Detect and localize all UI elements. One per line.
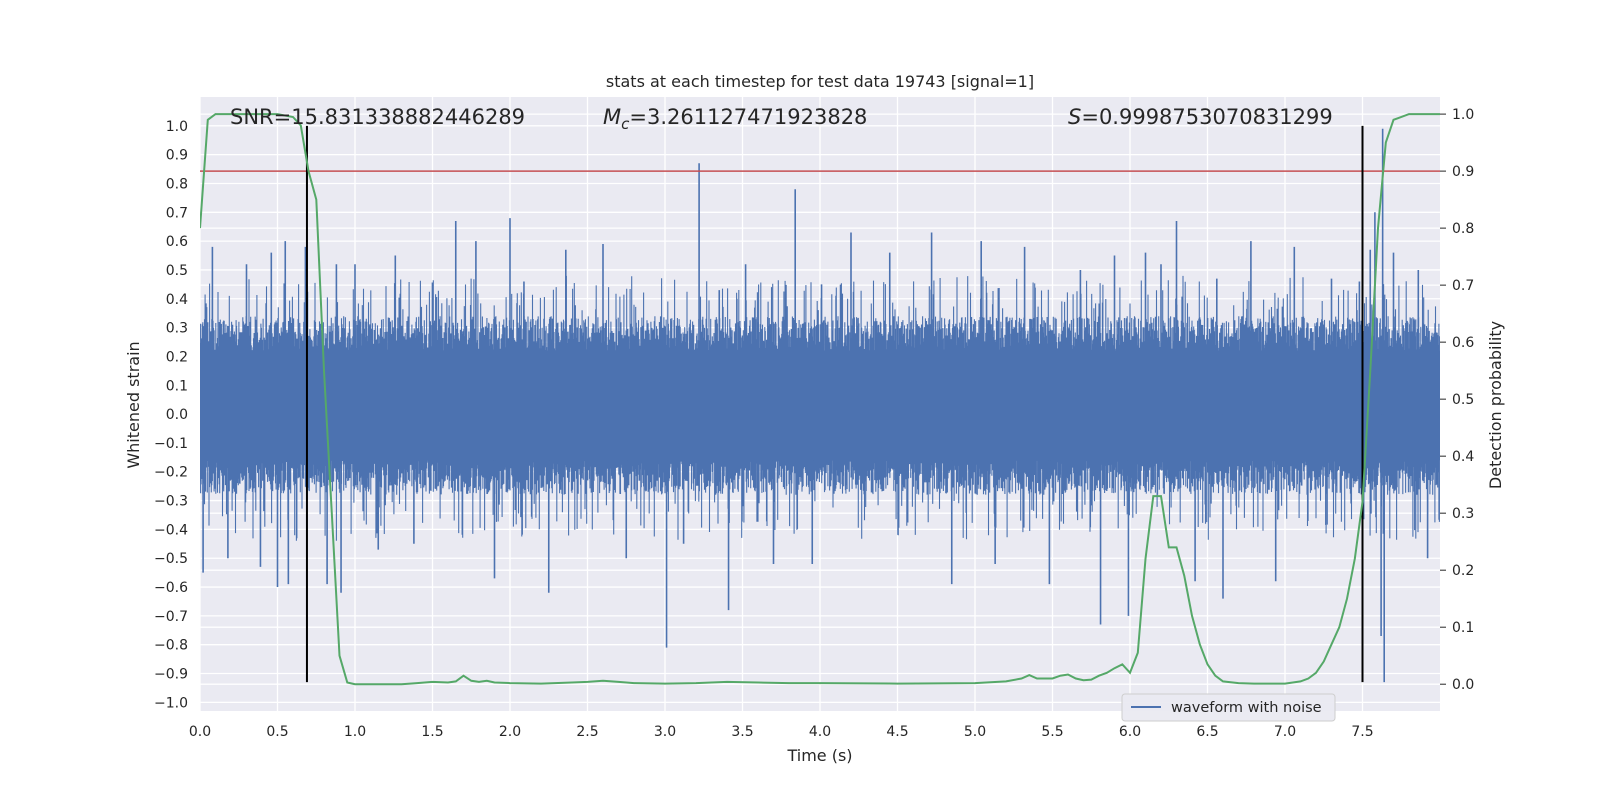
y-tick-label-8: 0.2	[166, 349, 188, 365]
x-tick-label-3: 1.5	[421, 724, 443, 740]
x-tick-label-9: 4.5	[886, 724, 908, 740]
y-axis-label: Whitened strain	[124, 341, 143, 468]
legend: waveform with noise	[1121, 693, 1336, 722]
y-tick-label-7: 0.3	[166, 321, 188, 337]
x-tick-label-4: 2.0	[499, 724, 521, 740]
legend-box	[1121, 693, 1336, 722]
y-tick-label-6: 0.4	[166, 292, 188, 308]
overlay-lines	[200, 125, 1440, 683]
y-tick-label-10: 0.0	[166, 407, 188, 423]
y-tick-label-12: −0.2	[154, 465, 188, 481]
snr-annotation: SNR=15.831338882446289	[230, 105, 525, 129]
y-right-tick-label-10: 0.0	[1452, 677, 1474, 693]
y-right-tick-label-9: 0.1	[1452, 620, 1474, 636]
y-right-tick-label-0: 1.0	[1452, 107, 1474, 123]
y-axis-right-ticks: 1.0 0.9 0.8 0.7 0.6 0.5 0.4 0.3 0.2 0.1 0.0	[1440, 107, 1474, 693]
detection-probability-line	[200, 113, 1440, 686]
chirp-mass-annotation: Mc=3.261127471923828	[603, 105, 867, 133]
x-tick-label-5: 2.5	[576, 724, 598, 740]
y-right-tick-label-7: 0.3	[1452, 506, 1474, 522]
y-tick-label-3: 0.7	[166, 205, 188, 221]
y-tick-label-2: 0.8	[166, 176, 188, 192]
chirp-mass-symbol: M	[603, 105, 621, 129]
waveform-noise-core	[200, 350, 1440, 461]
y-tick-label-13: −0.3	[154, 494, 188, 510]
y-tick-label-20: −1.0	[154, 695, 188, 711]
y-tick-label-1: 0.9	[166, 148, 188, 164]
y-tick-label-16: −0.6	[154, 580, 188, 596]
chirp-mass-subscript: c	[621, 115, 630, 133]
x-tick-label-14: 7.0	[1274, 724, 1296, 740]
y-right-tick-label-4: 0.6	[1452, 335, 1474, 351]
y-tick-label-0: 1.0	[166, 119, 188, 135]
y-tick-label-19: −0.9	[154, 667, 188, 683]
x-tick-label-7: 3.5	[731, 724, 753, 740]
x-tick-label-0: 0.0	[189, 724, 211, 740]
y-axis-right-label: Detection probability	[1486, 321, 1505, 489]
s-symbol: S	[1068, 105, 1081, 129]
y-tick-label-9: 0.1	[166, 378, 188, 394]
x-tick-label-11: 5.5	[1041, 724, 1063, 740]
x-tick-label-1: 0.5	[266, 724, 288, 740]
y-axis-ticks: 1.0 0.9 0.8 0.7 0.6 0.5 0.4 0.3 0.2 0.1 0.0 −0.1 −0.…	[154, 119, 188, 712]
x-axis-ticks: 0.0 0.5 1.0 1.5 2.0 2.5 3.0 3.5 4.0 4.5 5.0 5.5 6.0 6…	[189, 724, 1374, 740]
s-value: =0.9998753070831299	[1081, 105, 1332, 129]
chirp-mass-value: =3.261127471923828	[629, 105, 867, 129]
y-tick-label-5: 0.5	[166, 263, 188, 279]
y-tick-label-15: −0.5	[154, 551, 188, 567]
y-tick-label-18: −0.8	[154, 638, 188, 654]
y-right-tick-label-6: 0.4	[1452, 449, 1474, 465]
x-tick-label-10: 5.0	[964, 724, 986, 740]
series-detection-probability	[200, 113, 1440, 686]
y-right-tick-label-8: 0.2	[1452, 563, 1474, 579]
y-tick-label-17: −0.7	[154, 609, 188, 625]
legend-label: waveform with noise	[1171, 700, 1322, 716]
x-tick-label-2: 1.0	[344, 724, 366, 740]
y-tick-label-14: −0.4	[154, 522, 188, 538]
x-tick-label-8: 4.0	[809, 724, 831, 740]
x-tick-label-6: 3.0	[654, 724, 676, 740]
y-right-tick-label-5: 0.5	[1452, 392, 1474, 408]
y-right-tick-label-1: 0.9	[1452, 164, 1474, 180]
x-tick-label-15: 7.5	[1351, 724, 1373, 740]
x-axis-label: Time (s)	[786, 746, 852, 765]
y-right-tick-label-3: 0.7	[1452, 278, 1474, 294]
s-annotation: S=0.9998753070831299	[1068, 105, 1333, 129]
x-tick-label-12: 6.0	[1119, 724, 1141, 740]
y-right-tick-label-2: 0.8	[1452, 221, 1474, 237]
y-tick-label-4: 0.6	[166, 234, 188, 250]
x-tick-label-13: 6.5	[1196, 724, 1218, 740]
chart-title: stats at each timestep for test data 197…	[606, 72, 1034, 91]
y-tick-label-11: −0.1	[154, 436, 188, 452]
